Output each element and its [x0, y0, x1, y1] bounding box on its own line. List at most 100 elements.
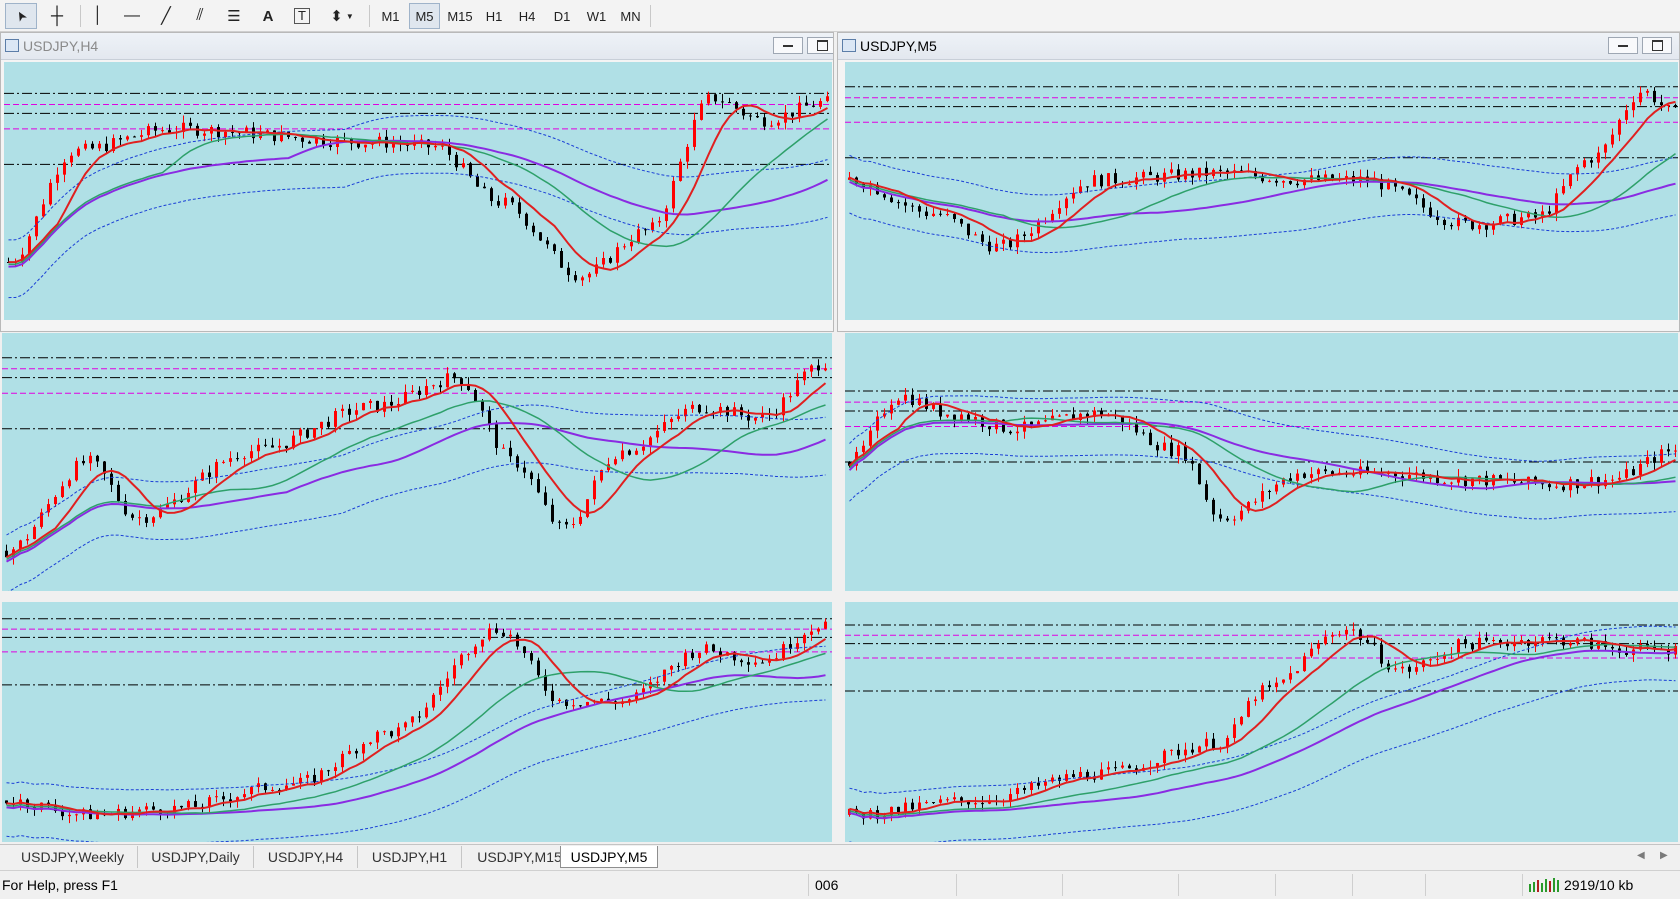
period-w1[interactable]: W1 [586, 8, 607, 24]
candle-body [890, 806, 893, 816]
candle-body [1296, 183, 1299, 186]
chart-plot-left-bottom[interactable] [2, 602, 832, 842]
candle-body [904, 394, 907, 401]
chart-plot-right-bottom[interactable] [845, 602, 1678, 842]
fibonacci-tool[interactable]: ☰ [220, 3, 248, 29]
candle-body [313, 774, 316, 783]
vertical-line-icon: │ [93, 7, 103, 24]
candle-body [932, 403, 935, 409]
candle-body [897, 202, 900, 204]
candle-body [1611, 479, 1614, 481]
candle-body [112, 138, 115, 151]
candle-body [1058, 415, 1061, 417]
window-titlebar[interactable]: USDJPY,H4 [1, 33, 833, 60]
text-tool[interactable]: A [254, 3, 282, 29]
candle-body [168, 130, 171, 133]
period-h1[interactable]: H1 [485, 8, 503, 24]
candle-body [925, 398, 928, 409]
period-m1[interactable]: M1 [381, 8, 400, 24]
arrows-tool[interactable]: ⬍ ▼ [322, 3, 362, 29]
candle-body [103, 461, 106, 474]
candle-body [84, 143, 87, 149]
candle-body [208, 472, 211, 478]
crosshair-tool[interactable]: ┼ [42, 3, 72, 29]
candle-body [1499, 216, 1502, 225]
period-m5[interactable]: M5 [409, 3, 440, 29]
candle-body [1429, 659, 1432, 661]
minimize-button[interactable] [1608, 37, 1638, 54]
chart-plot-left-middle[interactable] [2, 333, 832, 591]
candle-body [628, 450, 631, 455]
chart-plot-h4[interactable] [4, 62, 832, 320]
candle-body [341, 753, 344, 768]
candle-body [460, 378, 463, 385]
tab-usdjpy-m5[interactable]: USDJPY,M5 [560, 846, 658, 868]
candle-body [313, 428, 316, 438]
candle-body [754, 417, 757, 421]
tab-usdjpy-daily[interactable]: USDJPY,Daily [138, 846, 254, 868]
candle-body [637, 229, 640, 242]
text-label-tool[interactable]: T [288, 3, 316, 29]
candle-body [911, 394, 914, 405]
candle-body [1198, 463, 1201, 485]
candle-body [236, 458, 239, 460]
tab-scroll-left-icon[interactable]: ◀ [1637, 850, 1645, 861]
candle-body [264, 444, 267, 446]
tab-usdjpy-h1[interactable]: USDJPY,H1 [358, 846, 462, 868]
candle-body [453, 373, 456, 379]
period-h4[interactable]: H4 [518, 8, 536, 24]
candle-body [1632, 102, 1635, 111]
period-mn[interactable]: MN [620, 8, 641, 24]
candle-body [348, 408, 351, 415]
equidistant-channel-tool[interactable]: ⫽ [186, 3, 214, 29]
candle-body [635, 450, 638, 455]
candle-body [397, 727, 400, 737]
candle-body [1058, 777, 1061, 781]
vertical-line-tool[interactable]: │ [84, 3, 112, 29]
envelope-lower [849, 212, 1676, 254]
candle-body [77, 148, 80, 156]
candle-body [805, 102, 808, 106]
candle-body [61, 811, 64, 817]
moving-average-fast [848, 402, 1676, 512]
candle-body [432, 694, 435, 708]
horizontal-line-tool[interactable]: — [118, 3, 146, 29]
period-m15[interactable]: M15 [447, 8, 473, 24]
candle-body [523, 467, 526, 473]
trendline-tool[interactable]: ╱ [152, 3, 180, 29]
candle-body [1065, 198, 1068, 209]
candle-body [1576, 167, 1579, 175]
candle-body [292, 783, 295, 786]
moving-average-fast [6, 382, 827, 559]
candle-body [803, 371, 806, 381]
candle-body [1590, 477, 1593, 485]
candle-body [1184, 749, 1187, 756]
candle-body [1226, 737, 1229, 748]
candle-body [1331, 174, 1334, 181]
candle-body [1373, 642, 1376, 645]
candle-body [572, 523, 575, 525]
candle-body [558, 521, 561, 523]
candle-body [1233, 519, 1236, 521]
period-d1[interactable]: D1 [553, 8, 571, 24]
cursor-tool[interactable]: ➤ [5, 3, 37, 29]
status-separator [1425, 874, 1426, 896]
candle-body [467, 384, 470, 390]
maximize-button[interactable] [807, 37, 833, 54]
maximize-button[interactable] [1642, 37, 1672, 54]
window-titlebar[interactable]: USDJPY,M5 [838, 33, 1679, 60]
candle-body [1191, 749, 1194, 753]
minimize-button[interactable] [773, 37, 803, 54]
candle-body [747, 662, 750, 665]
candle-body [1436, 216, 1439, 220]
candle-body [782, 644, 785, 659]
tab-usdjpy-weekly[interactable]: USDJPY,Weekly [8, 846, 138, 868]
candle-body [656, 430, 659, 438]
chart-plot-m5[interactable] [845, 62, 1678, 320]
candle-body [1590, 637, 1593, 649]
candle-body [383, 731, 386, 733]
tab-scroll-right-icon[interactable]: ▶ [1660, 850, 1668, 861]
candle-body [1205, 167, 1208, 176]
tab-usdjpy-h4[interactable]: USDJPY,H4 [254, 846, 358, 868]
chart-plot-right-middle[interactable] [845, 333, 1678, 591]
